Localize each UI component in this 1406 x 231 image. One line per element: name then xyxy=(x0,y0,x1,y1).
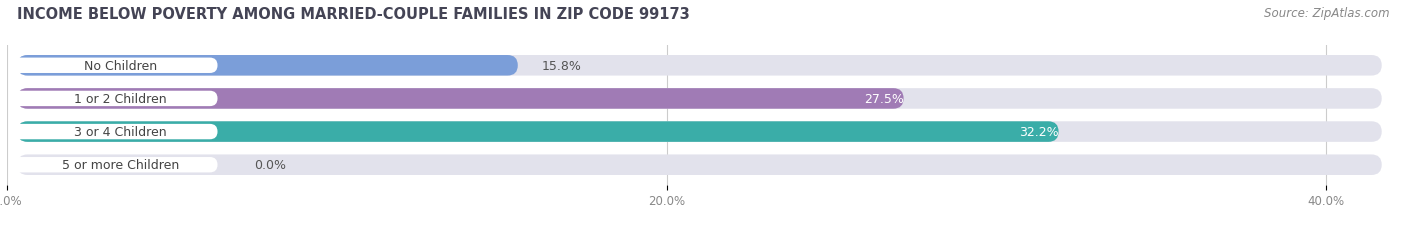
FancyBboxPatch shape xyxy=(17,56,1382,76)
Text: No Children: No Children xyxy=(84,60,157,73)
FancyBboxPatch shape xyxy=(17,89,904,109)
FancyBboxPatch shape xyxy=(17,122,1382,142)
FancyBboxPatch shape xyxy=(11,157,218,173)
FancyBboxPatch shape xyxy=(17,122,1059,142)
FancyBboxPatch shape xyxy=(11,124,218,140)
FancyBboxPatch shape xyxy=(11,91,218,107)
FancyBboxPatch shape xyxy=(11,58,218,74)
Text: 27.5%: 27.5% xyxy=(865,93,904,106)
Text: 1 or 2 Children: 1 or 2 Children xyxy=(75,93,167,106)
FancyBboxPatch shape xyxy=(17,89,1382,109)
Text: 32.2%: 32.2% xyxy=(1019,125,1059,138)
Text: 5 or more Children: 5 or more Children xyxy=(62,158,180,171)
FancyBboxPatch shape xyxy=(17,155,1382,175)
Text: 3 or 4 Children: 3 or 4 Children xyxy=(75,125,167,138)
Text: INCOME BELOW POVERTY AMONG MARRIED-COUPLE FAMILIES IN ZIP CODE 99173: INCOME BELOW POVERTY AMONG MARRIED-COUPL… xyxy=(17,7,689,22)
Text: 0.0%: 0.0% xyxy=(254,158,287,171)
FancyBboxPatch shape xyxy=(17,56,517,76)
Text: 15.8%: 15.8% xyxy=(541,60,581,73)
Text: Source: ZipAtlas.com: Source: ZipAtlas.com xyxy=(1264,7,1389,20)
